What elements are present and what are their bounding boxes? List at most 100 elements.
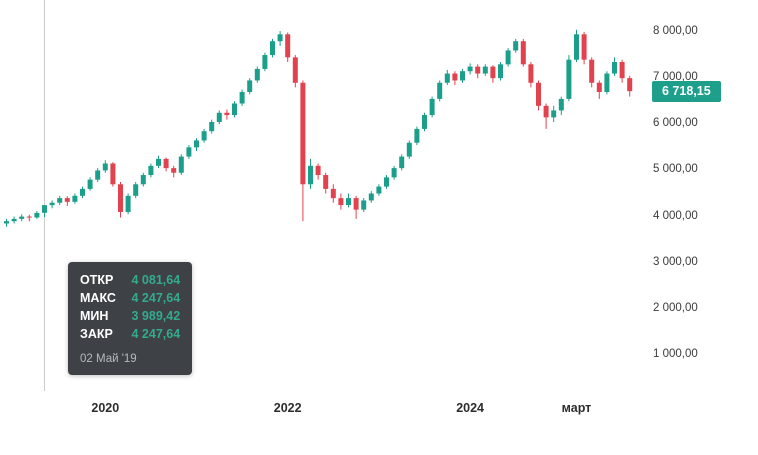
candle[interactable] [596, 80, 602, 99]
tooltip-label-open: ОТКР [80, 273, 114, 287]
tooltip-date: 02 Май '19 [80, 353, 137, 365]
candle[interactable] [619, 59, 625, 83]
last-price-badge: 6 718,15 [652, 81, 721, 103]
candle[interactable] [612, 57, 617, 76]
candle[interactable] [414, 126, 420, 146]
candle[interactable] [216, 110, 222, 125]
candle[interactable] [224, 109, 230, 120]
candle[interactable] [543, 103, 549, 129]
tooltip-label-low: МИН [80, 309, 109, 323]
candle[interactable] [376, 184, 382, 196]
candle[interactable] [110, 162, 116, 187]
candle[interactable] [444, 69, 450, 86]
tooltip-label-high: МАКС [80, 291, 116, 305]
candle[interactable] [194, 138, 199, 152]
candle[interactable] [475, 64, 481, 79]
candle[interactable] [57, 195, 63, 206]
candle[interactable] [292, 55, 298, 88]
candle[interactable] [574, 29, 579, 62]
candle[interactable] [384, 175, 389, 189]
candle[interactable] [323, 172, 329, 194]
candle[interactable] [589, 57, 595, 88]
candle[interactable] [247, 78, 253, 95]
candle[interactable] [353, 195, 359, 219]
candle[interactable] [315, 163, 321, 180]
candle[interactable] [482, 64, 488, 76]
candle[interactable] [4, 218, 9, 227]
candle[interactable] [437, 80, 443, 102]
candle[interactable] [11, 216, 17, 224]
candle[interactable] [361, 198, 367, 212]
tooltip-value-close: 4 247,64 [131, 327, 181, 341]
candle[interactable] [72, 193, 78, 204]
candle[interactable] [338, 193, 344, 210]
candle[interactable] [42, 205, 47, 218]
candle[interactable] [330, 184, 336, 203]
candle[interactable] [505, 48, 511, 67]
candle[interactable] [118, 181, 123, 218]
tooltip-row-close: ЗАКР 4 247,64 [80, 325, 180, 343]
candle[interactable] [209, 119, 215, 134]
candle[interactable] [429, 96, 435, 118]
candle[interactable] [490, 65, 496, 83]
candle[interactable] [156, 155, 161, 169]
candle[interactable] [178, 154, 184, 176]
candle[interactable] [551, 105, 557, 122]
candle[interactable] [452, 71, 458, 86]
tooltip-row-low: МИН 3 989,42 [80, 307, 180, 325]
candle[interactable] [460, 68, 465, 83]
tooltip-value-high: 4 247,64 [131, 291, 181, 305]
candle[interactable] [308, 158, 313, 189]
candle[interactable] [102, 160, 108, 173]
candle[interactable] [87, 177, 93, 191]
tooltip-row-high: МАКС 4 247,64 [80, 289, 180, 307]
candle[interactable] [26, 214, 32, 222]
candle[interactable] [125, 193, 131, 215]
candle[interactable] [64, 196, 70, 206]
candle[interactable] [270, 38, 275, 58]
tooltip-label-close: ЗАКР [80, 327, 113, 341]
candle[interactable] [80, 186, 85, 199]
candle[interactable] [277, 31, 283, 46]
candle[interactable] [558, 96, 564, 116]
candle[interactable] [148, 163, 154, 178]
candle[interactable] [467, 63, 473, 75]
candle[interactable] [391, 165, 397, 180]
candle[interactable] [566, 55, 572, 102]
tooltip-row-open: ОТКР 4 081,64 [80, 271, 180, 289]
candle[interactable] [513, 38, 519, 53]
candle[interactable] [163, 157, 169, 172]
candle[interactable] [232, 101, 237, 118]
candle[interactable] [254, 66, 260, 83]
candle[interactable] [186, 145, 192, 159]
candle[interactable] [399, 154, 405, 171]
candle[interactable] [140, 172, 146, 187]
candle[interactable] [19, 214, 25, 222]
candle[interactable] [262, 52, 268, 72]
candle[interactable] [133, 181, 139, 199]
candle[interactable] [95, 168, 101, 182]
candle[interactable] [528, 61, 534, 88]
candle[interactable] [346, 193, 351, 208]
candle[interactable] [520, 38, 526, 67]
candle[interactable] [300, 80, 306, 222]
tooltip-value-open: 4 081,64 [131, 273, 181, 287]
candle[interactable] [406, 140, 412, 159]
candle[interactable] [239, 89, 245, 106]
candle[interactable] [581, 32, 587, 65]
candle[interactable] [422, 112, 427, 132]
candle[interactable] [171, 165, 177, 178]
candle[interactable] [368, 191, 374, 203]
candle[interactable] [536, 80, 541, 111]
candle[interactable] [498, 61, 503, 81]
candle[interactable] [201, 128, 207, 143]
candle[interactable] [627, 75, 633, 97]
ohlc-tooltip: ОТКР 4 081,64 МАКС 4 247,64 МИН 3 989,42… [68, 262, 193, 375]
candle[interactable] [604, 71, 610, 95]
candle[interactable] [285, 32, 291, 62]
candle[interactable] [34, 211, 40, 219]
tooltip-value-low: 3 989,42 [131, 309, 181, 323]
candle[interactable] [49, 200, 55, 209]
